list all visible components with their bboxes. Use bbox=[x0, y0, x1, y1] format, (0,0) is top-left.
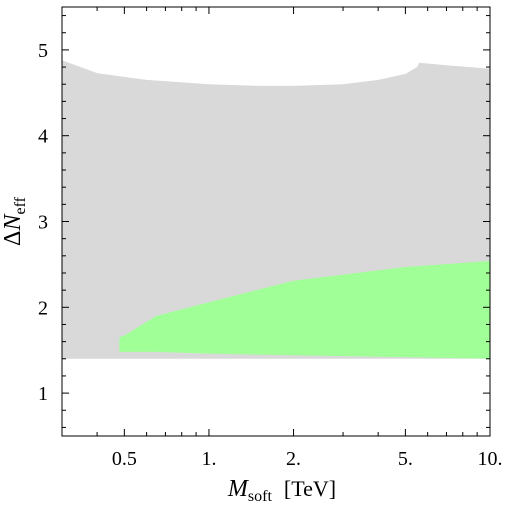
tick-labels: 0.5 1. 2. 5. 10. 1 2 3 4 5 bbox=[38, 40, 503, 470]
y-tick-label: 4 bbox=[38, 126, 48, 148]
axis-ticks bbox=[61, 7, 491, 436]
y-axis-label: ΔNeff bbox=[0, 196, 29, 246]
y-axis-prefix: Δ bbox=[0, 231, 26, 246]
y-tick-label: 5 bbox=[38, 40, 48, 62]
x-tick-label: 10. bbox=[478, 448, 503, 470]
x-tick-label: 2. bbox=[286, 448, 301, 470]
x-axis-label: Msoft [TeV] bbox=[227, 476, 336, 505]
x-axis-unit: [TeV] bbox=[284, 476, 336, 501]
x-axis-symbol: M bbox=[227, 476, 250, 502]
plot-regions bbox=[62, 60, 491, 359]
y-tick-label: 3 bbox=[38, 212, 48, 234]
y-tick-label: 2 bbox=[38, 297, 48, 319]
x-tick-label: 1. bbox=[201, 448, 216, 470]
y-axis-subscript: eff bbox=[12, 196, 29, 214]
x-tick-label: 0.5 bbox=[112, 448, 137, 470]
region-1 bbox=[119, 261, 491, 359]
x-tick-label: 5. bbox=[398, 448, 413, 470]
y-axis-symbol: N bbox=[0, 213, 26, 232]
y-tick-label: 1 bbox=[38, 383, 48, 405]
x-axis-subscript: soft bbox=[248, 488, 273, 505]
